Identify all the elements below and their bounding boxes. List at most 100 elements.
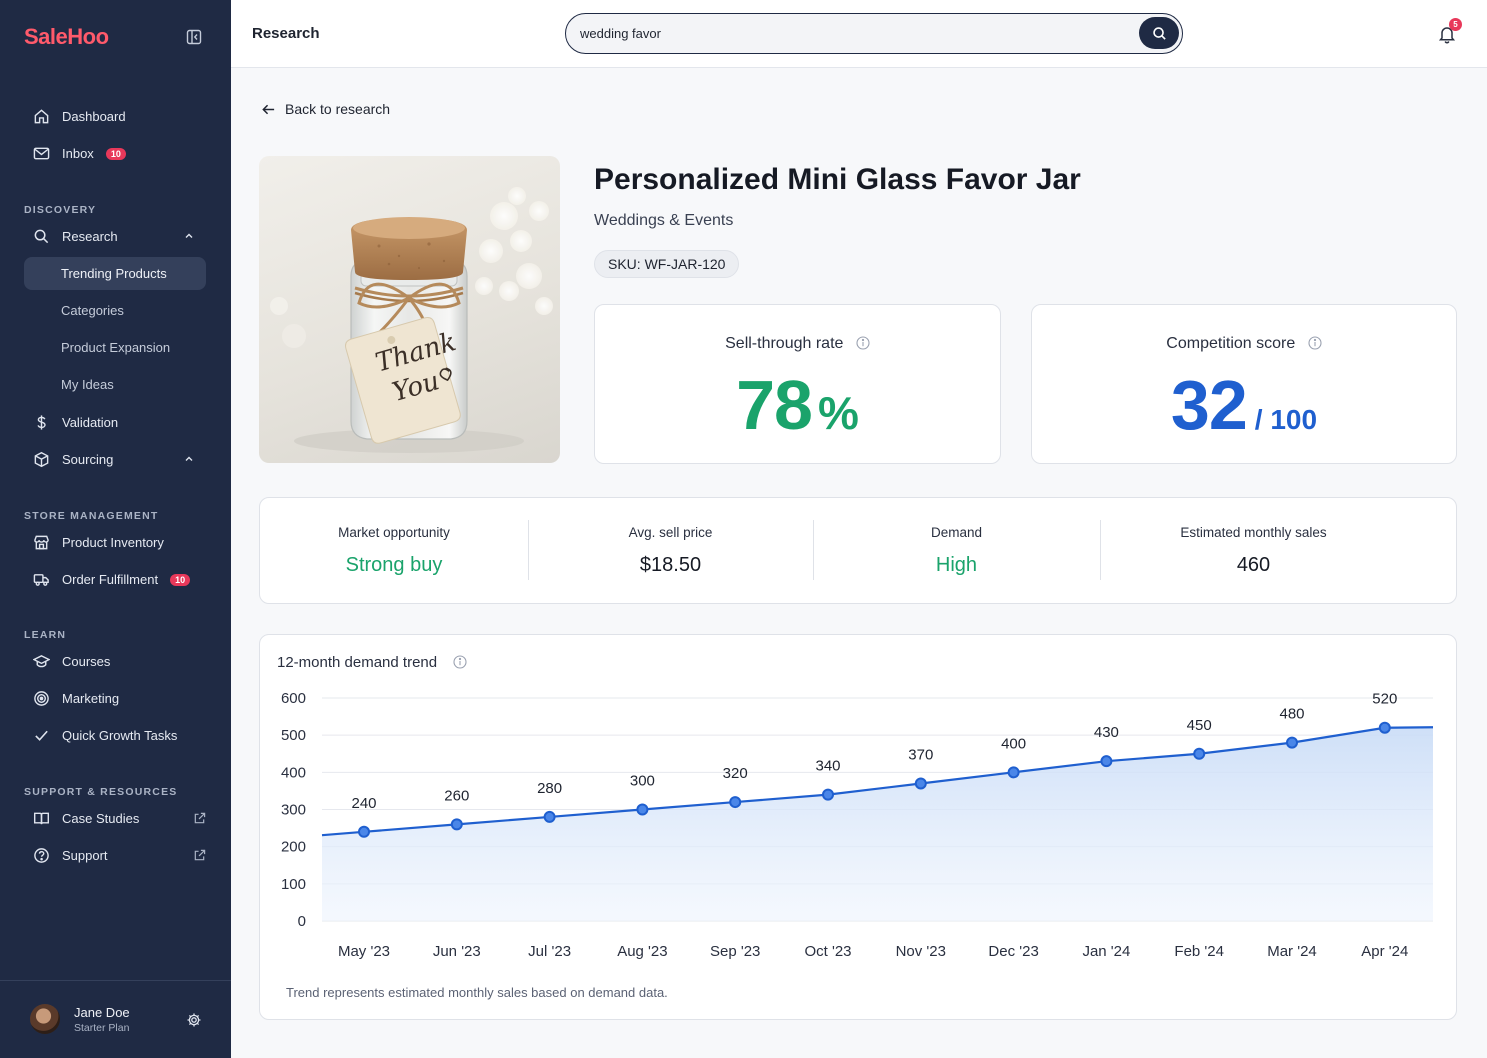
- back-label: Back to research: [285, 101, 391, 117]
- competition-value: 32: [1170, 366, 1248, 444]
- nav-label: Sourcing: [62, 452, 114, 467]
- nav-sourcing[interactable]: Sourcing: [24, 443, 206, 476]
- data-label: 450: [1187, 717, 1212, 734]
- area-fill: [322, 727, 1433, 921]
- truck-icon: [32, 571, 50, 589]
- chevron-up-icon: [185, 456, 193, 461]
- data-label: 480: [1279, 706, 1304, 723]
- x-tick-label: Nov '23: [896, 943, 946, 960]
- data-point[interactable]: [914, 777, 927, 790]
- info-icon[interactable]: [453, 655, 467, 669]
- data-point[interactable]: [1286, 736, 1298, 749]
- search-button[interactable]: [1139, 17, 1179, 49]
- product-title: Personalized Mini Glass Favor Jar: [594, 163, 1081, 196]
- collapse-sidebar-icon[interactable]: [186, 29, 202, 45]
- nav-label: Product Inventory: [62, 535, 164, 550]
- chart-title: 12-month demand trend: [277, 654, 438, 671]
- y-tick-label: 100: [281, 876, 306, 893]
- search-icon: [1152, 26, 1166, 40]
- nav-label: Quick Growth Tasks: [62, 728, 178, 743]
- sell-through-unit: %: [817, 387, 859, 439]
- stat-avg-sell-price: Avg. sell price $18.50: [528, 498, 813, 604]
- data-label: 340: [815, 758, 840, 775]
- nav-case-studies[interactable]: Case Studies: [24, 802, 206, 835]
- nav-inbox[interactable]: Inbox 10: [24, 137, 206, 170]
- data-point[interactable]: [636, 803, 649, 816]
- box-icon: [32, 451, 50, 469]
- stats-strip: Market opportunity Strong buy Avg. sell …: [259, 497, 1457, 604]
- store-icon: [32, 534, 50, 552]
- demand-trend-card: 12-month demand trend 240 260 280 300 320 340…: [259, 634, 1457, 1020]
- mail-icon: [32, 145, 50, 163]
- nav-trending-products[interactable]: Trending Products: [24, 257, 206, 290]
- back-to-research-link[interactable]: Back to research: [261, 101, 390, 117]
- nav-product-inventory[interactable]: Product Inventory: [24, 526, 206, 559]
- data-label: 300: [630, 773, 655, 790]
- data-point[interactable]: [822, 788, 834, 801]
- search-input[interactable]: [580, 14, 1120, 52]
- nav-marketing[interactable]: Marketing: [24, 682, 206, 715]
- nav-dashboard[interactable]: Dashboard: [24, 100, 206, 133]
- nav-quick-growth-tasks[interactable]: Quick Growth Tasks: [24, 719, 206, 752]
- stat-value: 460: [1236, 554, 1271, 576]
- section-support-resources: SUPPORT & RESOURCES: [24, 786, 178, 798]
- competition-label-row: Competition score: [1032, 335, 1456, 353]
- data-label: 240: [351, 795, 376, 812]
- data-point[interactable]: [450, 818, 463, 831]
- competition-unit: / 100: [1254, 404, 1318, 435]
- bell-icon[interactable]: [1437, 24, 1457, 44]
- section-store-management: STORE MANAGEMENT: [24, 510, 159, 522]
- nav-label: Support: [62, 848, 108, 863]
- nav-validation[interactable]: Validation: [24, 406, 206, 439]
- demand-trend-chart: 240 260 280 300 320 340 370 400 430 450 480 520 0 10…: [281, 690, 1434, 960]
- data-point[interactable]: [1100, 755, 1113, 768]
- nav-label: Dashboard: [62, 109, 126, 124]
- data-point[interactable]: [543, 810, 556, 823]
- data-label: 400: [1001, 735, 1026, 752]
- y-tick-label: 600: [281, 690, 306, 707]
- nav-order-fulfillment[interactable]: Order Fulfillment 10: [24, 563, 206, 596]
- x-tick-label: Feb '24: [1174, 943, 1224, 960]
- info-icon[interactable]: [1308, 336, 1322, 350]
- section-discovery: DISCOVERY: [24, 204, 97, 216]
- nav-courses[interactable]: Courses: [24, 645, 206, 678]
- help-circle-icon: [32, 847, 50, 865]
- arrow-left-icon: [262, 104, 275, 114]
- y-tick-label: 400: [281, 764, 306, 781]
- section-learn: LEARN: [24, 629, 67, 641]
- nav-label: Marketing: [62, 691, 120, 706]
- data-point[interactable]: [1378, 721, 1391, 734]
- external-link-icon: [194, 849, 206, 861]
- x-tick-label: Jan '24: [1082, 943, 1130, 960]
- search-icon: [32, 228, 50, 246]
- stat-label: Estimated monthly sales: [1180, 525, 1327, 540]
- user-profile[interactable]: Jane Doe Starter Plan: [0, 980, 231, 1058]
- target-icon: [32, 690, 50, 708]
- nav-support[interactable]: Support: [24, 839, 206, 872]
- topbar: Research 5: [231, 0, 1487, 68]
- nav-categories[interactable]: Categories: [61, 303, 124, 318]
- data-point[interactable]: [358, 825, 370, 838]
- stat-value: $18.50: [639, 554, 702, 576]
- data-point[interactable]: [1007, 766, 1020, 779]
- data-label: 280: [537, 780, 562, 797]
- data-point[interactable]: [729, 796, 742, 809]
- y-tick-label: 0: [298, 913, 306, 930]
- divider: [813, 520, 814, 580]
- inbox-count-badge: 10: [105, 147, 126, 160]
- data-label: 520: [1372, 691, 1397, 708]
- info-icon[interactable]: [856, 336, 870, 350]
- nav-product-expansion[interactable]: Product Expansion: [61, 340, 171, 355]
- stat-label: Avg. sell price: [628, 525, 713, 540]
- y-tick-label: 200: [281, 839, 306, 856]
- gear-icon[interactable]: [186, 1012, 202, 1028]
- data-point[interactable]: [1193, 747, 1206, 760]
- nav-my-ideas[interactable]: My Ideas: [61, 377, 114, 392]
- brand-logo[interactable]: SaleHoo: [24, 24, 109, 49]
- external-link-icon: [194, 812, 206, 824]
- nav-research[interactable]: Research: [24, 220, 206, 253]
- sell-through-card: Sell-through rate 78%: [594, 304, 1001, 464]
- data-label: 370: [908, 746, 933, 763]
- x-tick-label: Jun '23: [433, 943, 481, 960]
- x-tick-label: Aug '23: [617, 943, 667, 960]
